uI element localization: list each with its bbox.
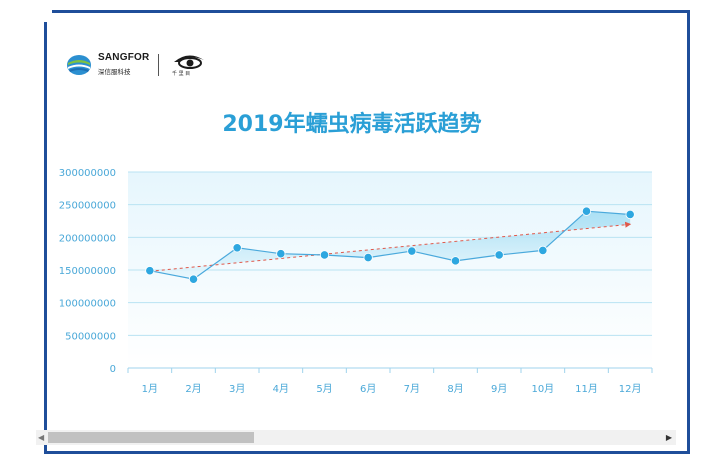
x-tick-label: 5月 xyxy=(316,383,332,395)
x-tick-label: 9月 xyxy=(491,383,507,395)
y-tick-label: 250000000 xyxy=(59,201,116,212)
x-tick-label: 11月 xyxy=(575,383,598,395)
x-tick-label: 6月 xyxy=(360,383,376,395)
data-point xyxy=(145,266,155,276)
y-tick-label: 100000000 xyxy=(59,299,116,310)
y-tick-label: 300000000 xyxy=(59,168,116,179)
x-tick-label: 12月 xyxy=(619,383,642,395)
frame-corner-gap xyxy=(40,10,52,22)
brand-subtitle: 深信服科技 xyxy=(98,68,131,76)
horizontal-scrollbar[interactable]: ◀ ▶ xyxy=(36,430,676,445)
y-tick-label: 0 xyxy=(110,364,116,375)
data-point xyxy=(363,252,373,263)
data-point xyxy=(538,245,548,255)
brand-name: SANGFOR xyxy=(98,52,150,63)
x-tick-label: 2月 xyxy=(185,383,201,395)
data-point xyxy=(319,250,330,260)
scroll-right-arrow-icon[interactable]: ▶ xyxy=(665,433,672,442)
chart-title: 2019年蠕虫病毒活跃趋势 xyxy=(222,112,482,137)
data-point xyxy=(407,246,417,256)
x-tick-label: 7月 xyxy=(404,383,420,395)
y-tick-label: 50000000 xyxy=(65,331,116,342)
data-point xyxy=(188,274,199,284)
x-tick-label: 1月 xyxy=(142,383,158,395)
data-point xyxy=(232,243,242,253)
scroll-left-arrow-icon[interactable]: ◀ xyxy=(38,433,45,442)
partner-caption: 千 里 目 xyxy=(172,71,191,77)
y-tick-label: 150000000 xyxy=(59,266,116,277)
scroll-thumb[interactable] xyxy=(48,432,254,443)
x-tick-label: 8月 xyxy=(447,383,463,395)
x-tick-label: 3月 xyxy=(229,383,245,395)
data-point xyxy=(625,209,635,220)
y-tick-label: 200000000 xyxy=(59,233,116,244)
sangfor-logo-icon xyxy=(67,55,91,75)
trendline xyxy=(149,221,632,272)
outer-frame xyxy=(44,10,690,454)
data-point xyxy=(276,249,286,259)
data-point xyxy=(450,256,461,266)
logo-divider xyxy=(158,54,159,76)
x-tick-label: 10月 xyxy=(531,383,554,395)
series-band xyxy=(149,211,631,280)
data-point xyxy=(581,206,592,216)
data-point xyxy=(494,250,504,260)
series-line xyxy=(149,210,631,280)
eye-logo-icon xyxy=(174,55,204,69)
x-tick-label: 4月 xyxy=(273,383,289,395)
